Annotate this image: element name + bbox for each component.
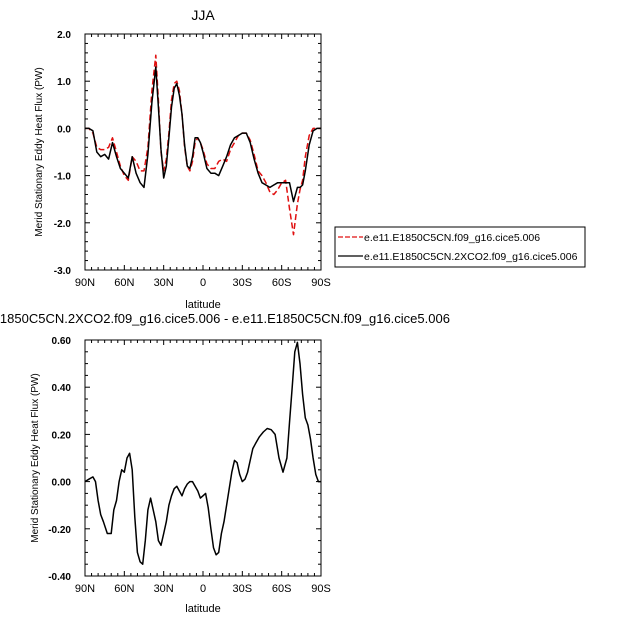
series-group: [85, 54, 321, 236]
x-tick-label: 0: [200, 277, 206, 289]
x-axis-label: latitude: [185, 603, 220, 615]
x-tick-label: 30S: [233, 583, 253, 595]
chart-title: JJA: [191, 7, 215, 23]
y-tick-label: -3.0: [54, 266, 72, 277]
y-axis-label: Merid Stationary Eddy Heat Flux (PW): [30, 373, 41, 543]
legend-label-0: e.e11.E1850C5CN.f09_g16.cice5.006: [364, 232, 540, 244]
x-tick-label: 60S: [272, 277, 292, 289]
x-tick-label: 90S: [311, 583, 331, 595]
bottom-panel-difference: e.e11.E1850C5CN.2XCO2.f09_g16.cice5.006 …: [0, 311, 450, 615]
plot-frame: [84, 339, 322, 577]
y-tick-label: 0.40: [52, 383, 72, 394]
series-group: [85, 341, 321, 565]
y-tick-label: -2.0: [54, 219, 72, 230]
x-tick-label: 90N: [75, 277, 95, 289]
x-tick-label: 30N: [154, 583, 174, 595]
x-tick-label: 90N: [75, 583, 95, 595]
y-tick-label: 2.0: [57, 30, 71, 41]
y-tick-label: -0.40: [48, 572, 71, 583]
y-tick-label: -1.0: [54, 172, 72, 183]
x-axis-label: latitude: [185, 299, 220, 311]
y-tick-label: 0.0: [57, 124, 71, 135]
x-tick-label: 30N: [154, 277, 174, 289]
y-tick-label: 0.00: [52, 478, 72, 489]
legend-box: [334, 226, 586, 268]
series-line-1: [85, 66, 321, 203]
chart-title: e.e11.E1850C5CN.2XCO2.f09_g16.cice5.006 …: [0, 311, 450, 326]
x-tick-label: 60N: [114, 277, 134, 289]
x-tick-label: 30S: [233, 277, 253, 289]
x-tick-label: 60N: [114, 583, 134, 595]
y-tick-label: 0.60: [52, 336, 72, 347]
top-panel-jja: JJA 90N 60N 30N 0 30S 60S 90S 2.0 1.0 0.0 -1.0 -2.0 -…: [34, 7, 586, 311]
x-tick-label: 0: [200, 583, 206, 595]
y-tick-label: 0.20: [52, 430, 72, 441]
y-tick-label: -0.20: [48, 525, 71, 536]
series-line-0: [85, 341, 321, 565]
x-tick-label: 60S: [272, 583, 292, 595]
y-tick-label: 1.0: [57, 77, 71, 88]
legend: e.e11.E1850C5CN.f09_g16.cice5.006 e.e11.E…: [334, 226, 586, 268]
y-axis-label: Merid Stationary Eddy Heat Flux (PW): [34, 67, 45, 237]
legend-label-1: e.e11.E1850C5CN.2XCO2.f09_g16.cice5.006: [364, 251, 578, 263]
x-tick-label: 90S: [311, 277, 331, 289]
series-line-0: [85, 54, 321, 236]
